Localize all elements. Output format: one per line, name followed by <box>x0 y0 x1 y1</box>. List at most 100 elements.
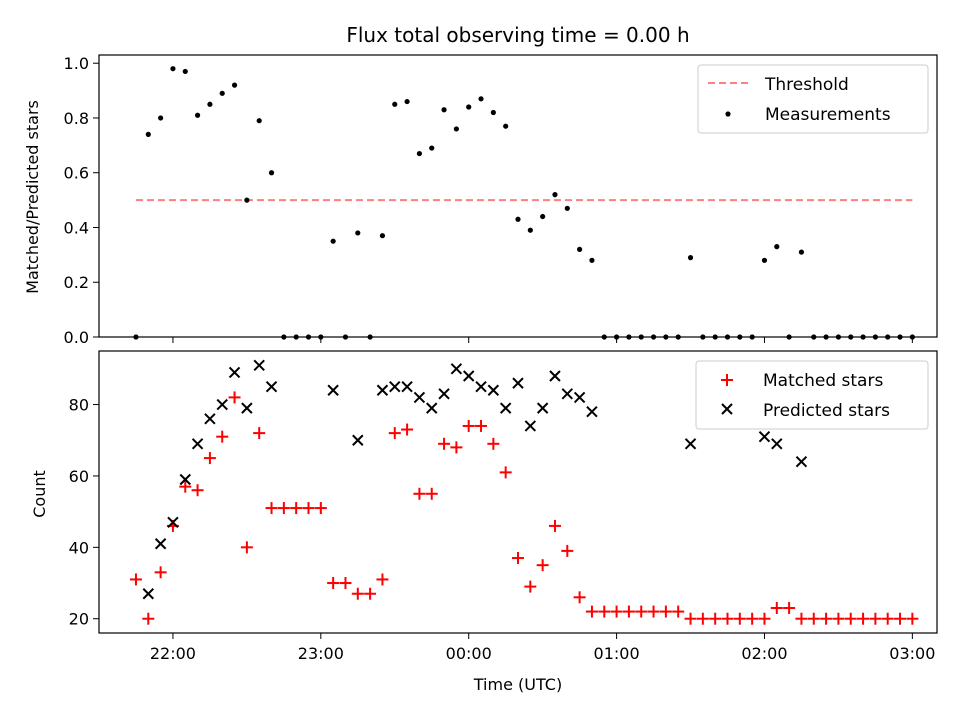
matched-point <box>179 480 192 493</box>
matched-point <box>881 612 894 625</box>
matched-point <box>733 612 746 625</box>
top-legend-box <box>697 64 929 134</box>
matched-point <box>783 602 796 615</box>
measurement-point <box>244 197 250 203</box>
predicted-point <box>586 405 598 418</box>
bottom-xtick-label: 23:00 <box>298 644 344 663</box>
matched-point <box>548 519 561 532</box>
matched-point <box>647 605 660 618</box>
bottom-xlabel: Time (UTC) <box>473 675 562 694</box>
measurement-point <box>355 230 361 236</box>
predicted-point <box>241 402 253 414</box>
measurement-point <box>194 112 201 118</box>
predicted-point <box>413 391 426 404</box>
predicted-point <box>253 359 265 371</box>
top-ytick-label: 0.4 <box>64 218 89 237</box>
predicted-point <box>352 434 364 446</box>
top-ytick-label: 0.2 <box>64 273 89 292</box>
matched-point <box>240 541 253 554</box>
matched-point <box>265 502 278 515</box>
matched-legend-label: Matched stars <box>763 371 883 391</box>
predicted-legend-marker <box>721 403 733 415</box>
top-panel: Flux total observing time = 0.00 h Match… <box>23 23 938 347</box>
top-ytick-label: 0.0 <box>64 328 89 347</box>
matched-point <box>339 577 352 590</box>
measurement-point <box>503 123 509 129</box>
matched-point <box>844 612 857 625</box>
matched-point <box>487 437 500 450</box>
top-plot-area <box>133 66 915 340</box>
bottom-ylabel: Count <box>30 470 49 518</box>
matched-point <box>746 612 759 625</box>
top-ytick-label: 0.8 <box>64 109 89 128</box>
predicted-point <box>389 380 401 393</box>
matched-point <box>314 502 327 515</box>
measurements-legend-marker <box>725 111 731 117</box>
predicted-point <box>327 384 339 396</box>
predicted-point <box>771 438 783 450</box>
measurement-point <box>687 255 694 261</box>
predicted-point <box>265 380 278 393</box>
matched-point <box>869 612 882 625</box>
predicted-point <box>154 538 167 550</box>
measurement-point <box>416 150 423 157</box>
matched-point <box>536 559 549 572</box>
matched-point <box>672 605 685 618</box>
measurement-point <box>515 216 521 222</box>
threshold-legend-label: Threshold <box>764 75 849 95</box>
matched-point <box>376 573 389 586</box>
matched-point <box>721 612 734 625</box>
bottom-legend-box <box>695 360 929 430</box>
bottom-xtick-label: 01:00 <box>594 644 640 663</box>
matched-point <box>203 452 216 465</box>
predicted-legend-label: Predicted stars <box>763 401 890 421</box>
bottom-axes-ticks: 20 40 60 80 22:00 23:00 00:00 01:00 02:00 03:00 <box>69 396 936 663</box>
matched-point <box>450 441 463 454</box>
matched-point <box>770 602 783 615</box>
measurement-point <box>589 257 595 263</box>
matched-point <box>598 605 611 618</box>
predicted-point <box>795 455 808 468</box>
measurement-point <box>207 101 213 107</box>
matched-point <box>585 605 598 618</box>
measurement-point <box>453 126 459 132</box>
predicted-point <box>684 438 697 450</box>
matched-point <box>832 612 845 625</box>
measurement-point <box>540 213 546 220</box>
measurement-point <box>466 104 472 110</box>
matched-point <box>327 577 340 590</box>
bottom-panel: Count Time (UTC) 20 40 60 80 22:00 23:00 00:00… <box>30 350 938 694</box>
matched-point <box>795 612 808 625</box>
matched-point <box>758 612 771 625</box>
matched-point <box>388 427 401 440</box>
matched-point <box>820 612 833 625</box>
matched-point <box>216 430 229 443</box>
measurement-point <box>379 233 386 239</box>
matched-point <box>351 587 364 600</box>
top-axes-frame <box>98 54 938 338</box>
matched-point <box>524 580 537 593</box>
measurement-point <box>170 66 176 72</box>
matched-point <box>462 419 475 432</box>
predicted-point <box>499 402 512 414</box>
predicted-point <box>401 380 413 393</box>
matched-point <box>894 612 907 625</box>
predicted-point <box>561 388 574 400</box>
matched-point <box>191 484 204 497</box>
matched-point <box>857 612 870 625</box>
predicted-point <box>536 402 549 414</box>
predicted-point <box>450 363 463 375</box>
matched-point <box>413 487 426 500</box>
matched-point <box>709 612 722 625</box>
measurement-point <box>404 98 410 105</box>
measurement-point <box>219 90 225 96</box>
matched-point <box>684 612 697 625</box>
predicted-point <box>426 402 438 414</box>
bottom-ytick-label: 60 <box>69 467 89 486</box>
predicted-point <box>549 370 561 382</box>
measurement-point <box>774 244 780 250</box>
top-title: Flux total observing time = 0.00 h <box>346 23 689 47</box>
measurement-point <box>478 96 484 102</box>
bottom-ytick-label: 80 <box>69 396 89 415</box>
